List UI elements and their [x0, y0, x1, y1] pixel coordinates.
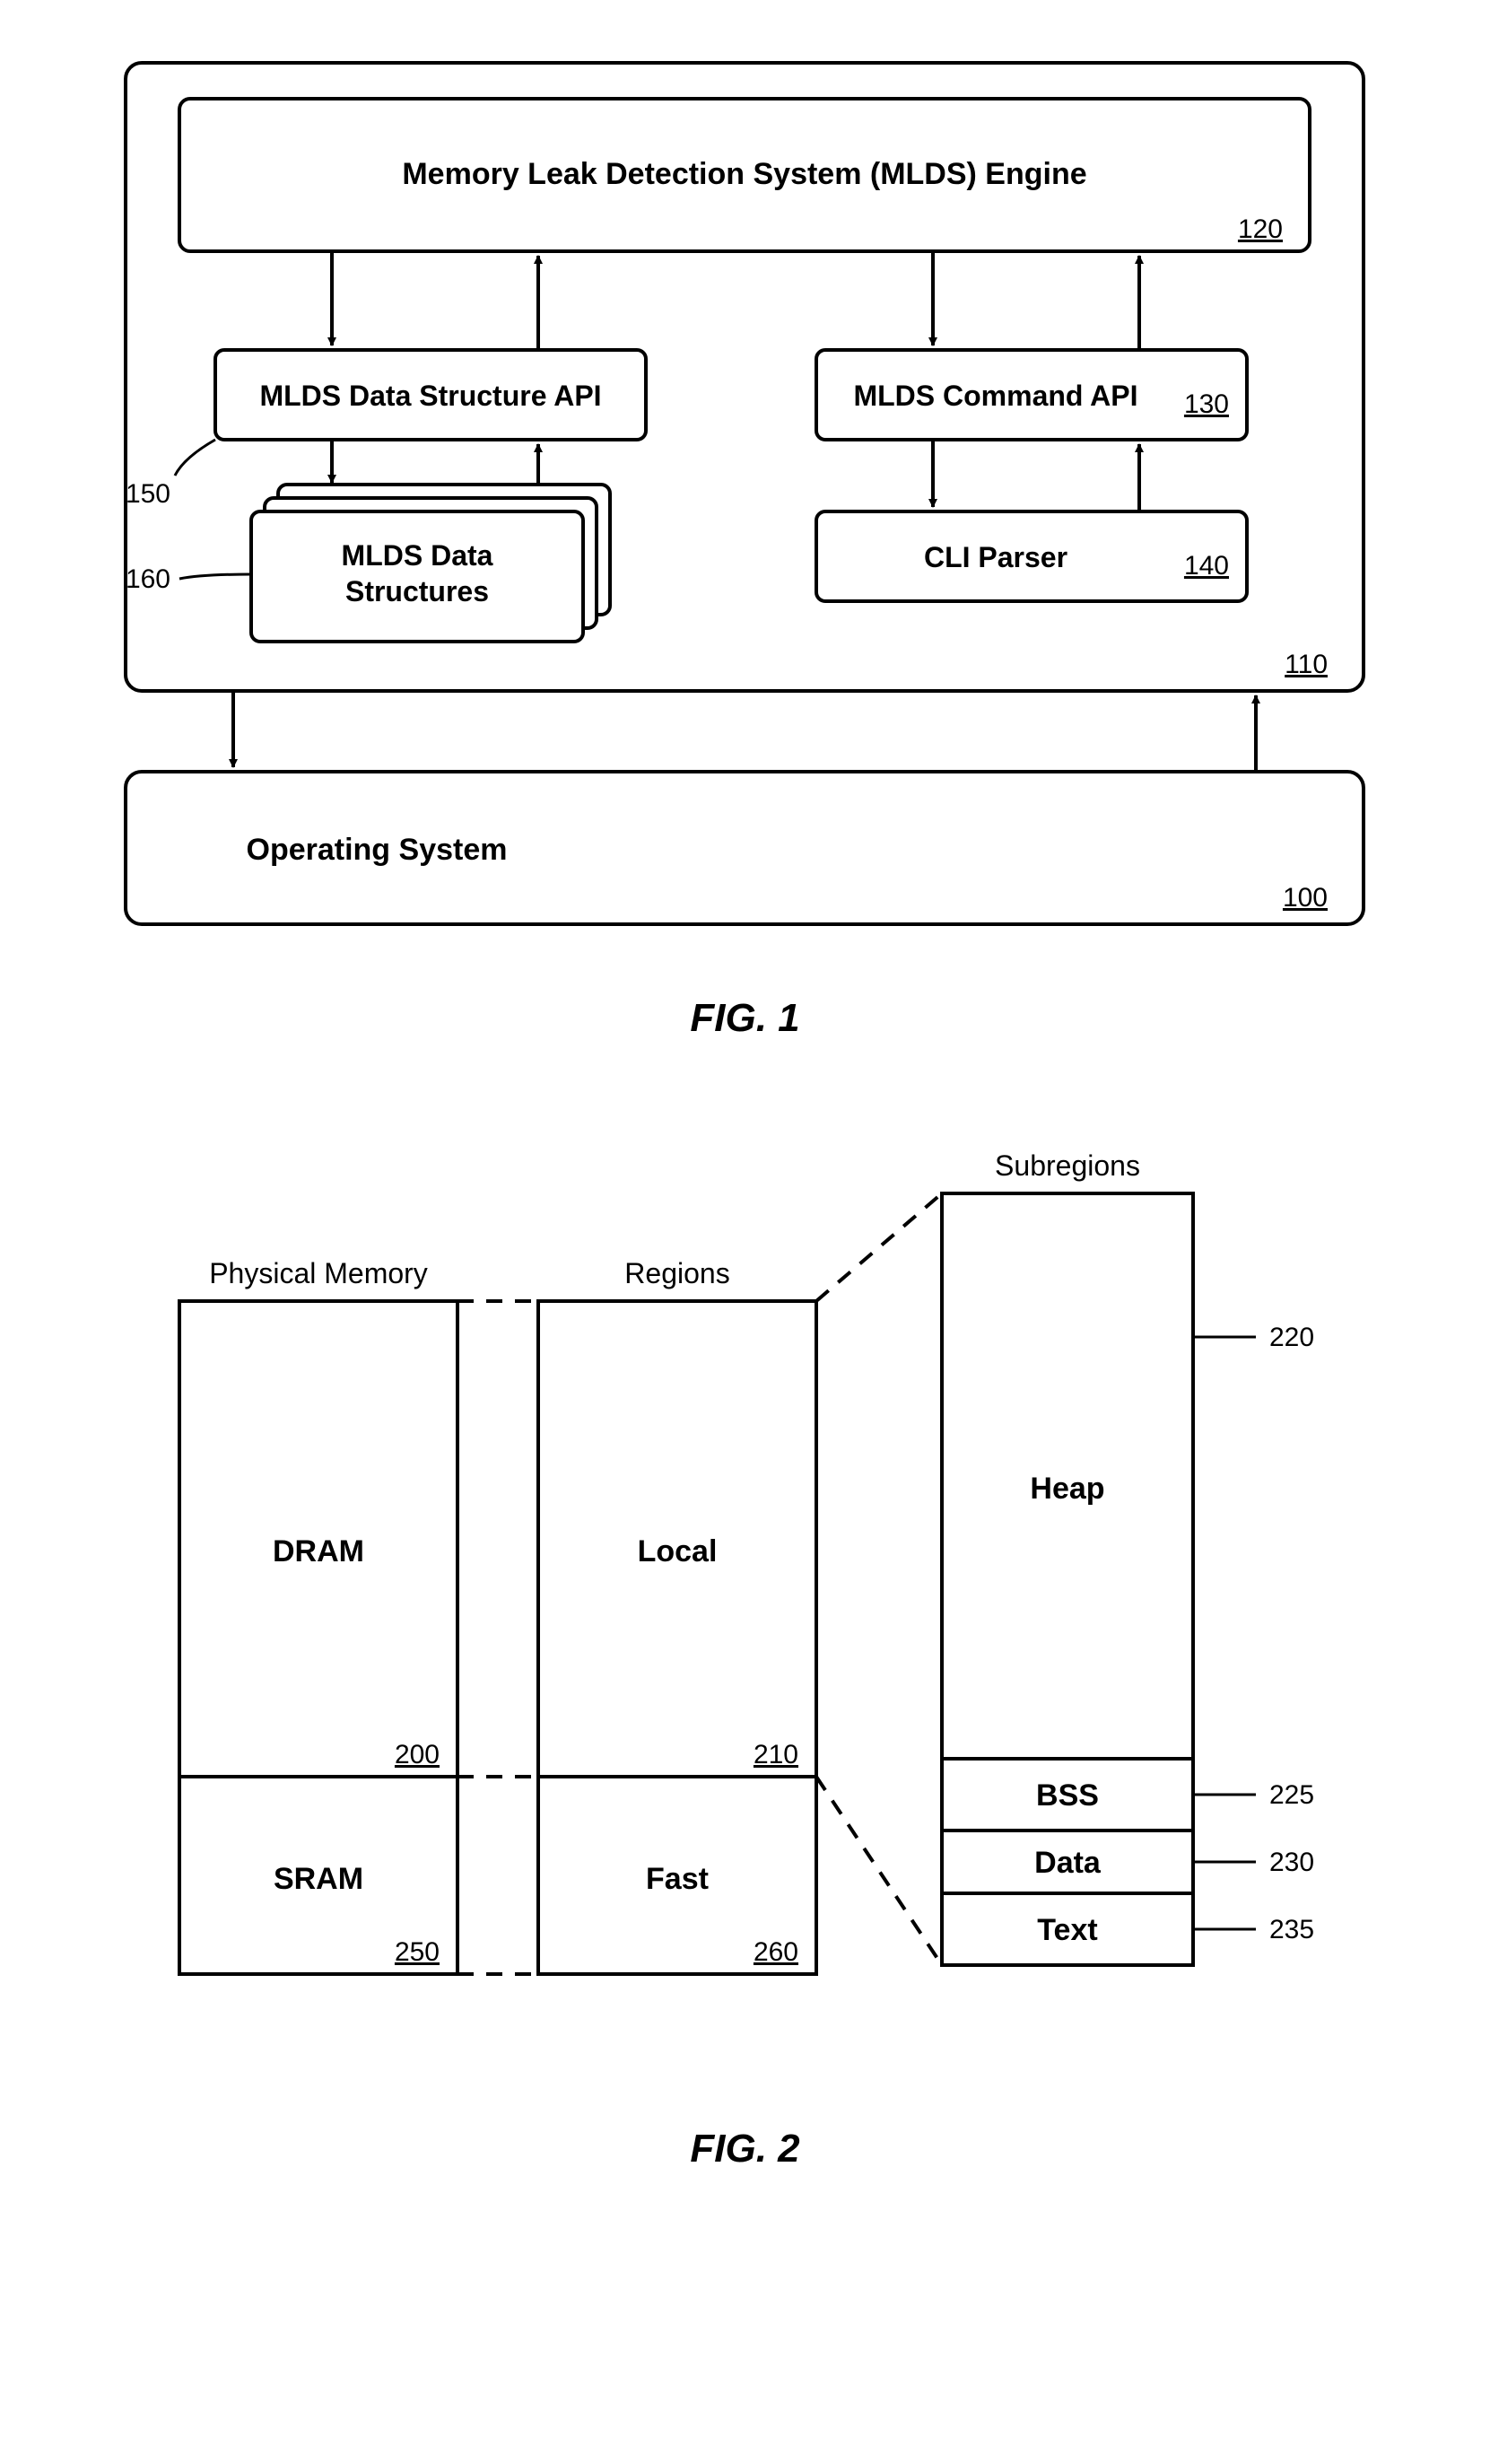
data-label: Data — [1034, 1846, 1102, 1880]
datastructs-ref-leader: 160 — [126, 564, 170, 594]
header-phys: Physical Memory — [209, 1257, 428, 1289]
heap-label: Heap — [1030, 1472, 1104, 1506]
figure-2-diagram: Physical Memory Regions Subregions DRAM … — [36, 1113, 1381, 2100]
local-label: Local — [638, 1534, 718, 1568]
engine-ref: 120 — [1238, 214, 1283, 244]
cliparser-ref: 140 — [1184, 551, 1229, 581]
text-ref: 235 — [1269, 1915, 1314, 1944]
figure-1-diagram: 110 Memory Leak Detection System (MLDS) … — [36, 36, 1381, 978]
header-regions: Regions — [624, 1257, 729, 1289]
cliparser-label: CLI Parser — [924, 541, 1067, 573]
local-ref: 210 — [754, 1740, 798, 1769]
dsapi-ref-leader: 150 — [126, 479, 170, 509]
os-label: Operating System — [247, 833, 508, 867]
dram-ref: 200 — [395, 1740, 440, 1769]
heap-ref: 220 — [1269, 1323, 1314, 1352]
dram-label: DRAM — [273, 1534, 364, 1568]
sram-ref: 250 — [395, 1937, 440, 1967]
dash-top-rs — [816, 1193, 942, 1301]
container-ref: 110 — [1285, 650, 1328, 679]
figure-2-caption: FIG. 2 — [36, 2127, 1454, 2171]
fast-ref: 260 — [754, 1937, 798, 1967]
bss-ref: 225 — [1269, 1780, 1314, 1810]
figure-1-caption: FIG. 1 — [36, 996, 1454, 1041]
sram-label: SRAM — [274, 1862, 363, 1896]
bss-label: BSS — [1036, 1778, 1099, 1813]
fast-label: Fast — [646, 1862, 709, 1896]
dsapi-label: MLDS Data Structure API — [259, 380, 601, 412]
datastructs-label1: MLDS Data — [342, 539, 493, 572]
engine-label: Memory Leak Detection System (MLDS) Engi… — [402, 157, 1086, 191]
text-label: Text — [1037, 1913, 1097, 1947]
os-ref: 100 — [1283, 883, 1328, 913]
data-ref: 230 — [1269, 1848, 1314, 1877]
cmdapi-ref: 130 — [1184, 389, 1229, 419]
cmdapi-label: MLDS Command API — [853, 380, 1137, 412]
header-subregions: Subregions — [995, 1149, 1140, 1182]
dash-bot-rs — [816, 1777, 942, 1965]
datastructs-label2: Structures — [345, 575, 489, 607]
